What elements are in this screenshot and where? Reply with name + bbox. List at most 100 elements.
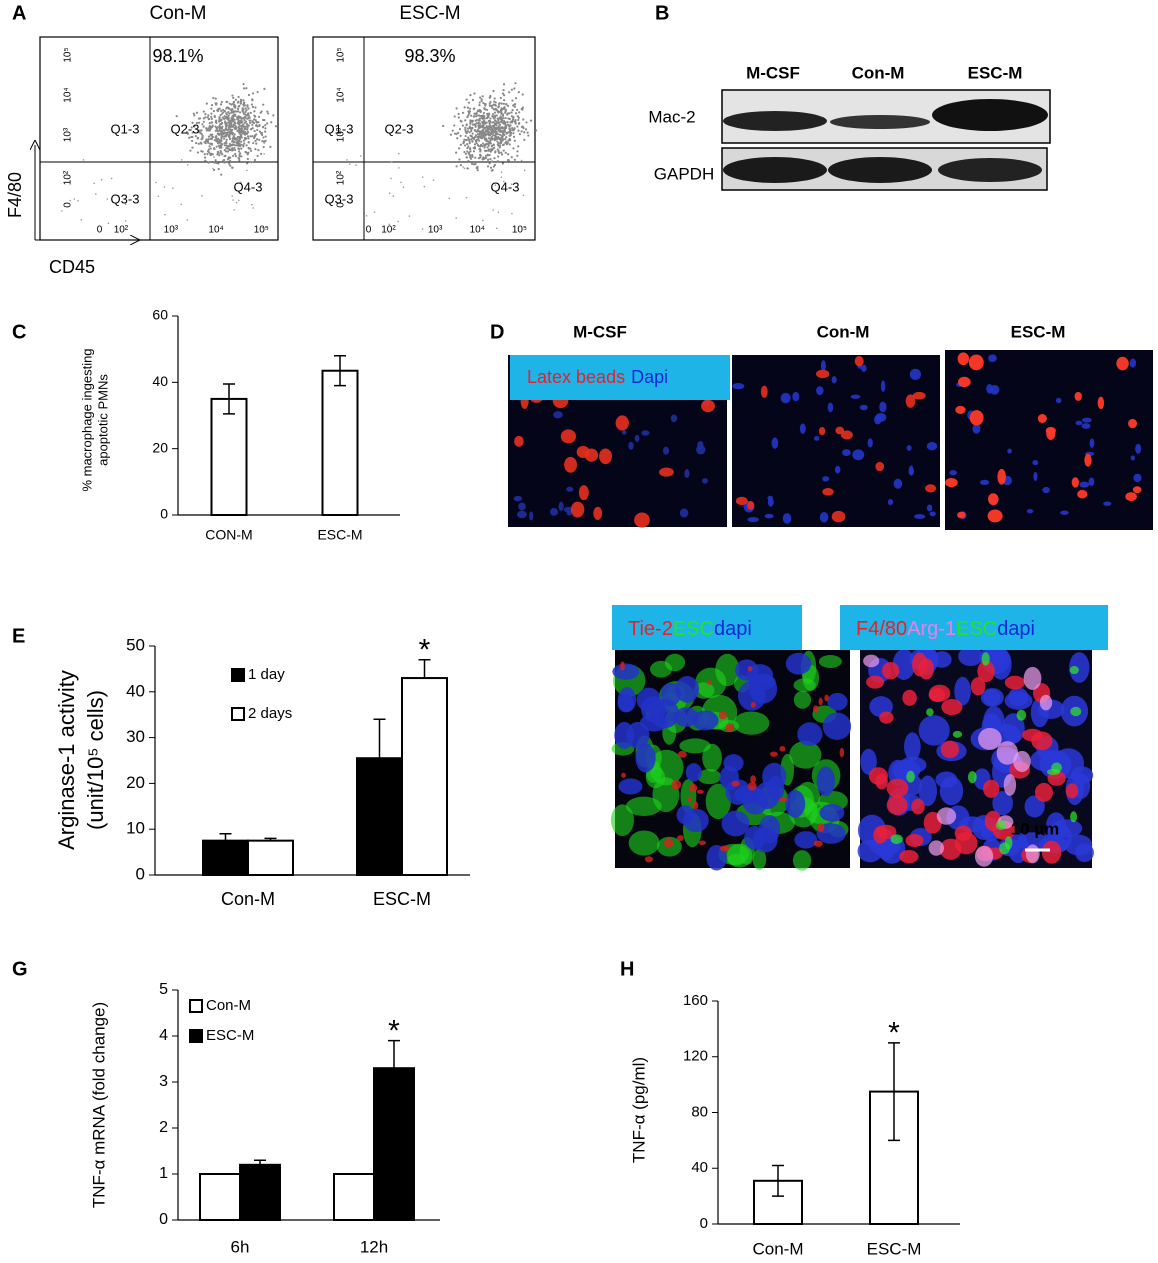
event-dot bbox=[494, 107, 498, 111]
event-dot bbox=[225, 113, 228, 116]
cell bbox=[813, 840, 823, 847]
event-dot bbox=[508, 91, 511, 94]
event-dot bbox=[227, 135, 230, 138]
event-dot bbox=[500, 171, 503, 173]
event-dot bbox=[233, 124, 236, 127]
event-dot bbox=[201, 123, 204, 126]
event-dot bbox=[485, 108, 489, 111]
event-dot bbox=[509, 121, 512, 124]
cell bbox=[996, 741, 1019, 765]
cell bbox=[719, 845, 730, 852]
event-dot bbox=[493, 97, 496, 100]
event-dot bbox=[234, 148, 237, 152]
cell bbox=[676, 805, 695, 825]
event-dot bbox=[223, 109, 227, 113]
event-dot bbox=[243, 121, 246, 125]
event-dot bbox=[463, 150, 466, 154]
event-dot bbox=[230, 123, 233, 126]
event-dot bbox=[508, 137, 511, 141]
cell bbox=[873, 826, 888, 844]
error-bar bbox=[888, 1042, 900, 1142]
lane-label: ESC-M bbox=[968, 63, 1023, 82]
cell bbox=[925, 484, 937, 493]
event-dot bbox=[464, 144, 467, 147]
event-dot bbox=[180, 159, 183, 161]
cell bbox=[820, 360, 826, 372]
cell bbox=[1069, 652, 1090, 683]
y-axis-label: % macrophage ingesting bbox=[79, 348, 94, 491]
label-box bbox=[612, 605, 802, 650]
event-dot bbox=[243, 130, 246, 134]
event-dot bbox=[173, 226, 175, 229]
y-axis-label: (unit/10⁵ cells) bbox=[83, 690, 108, 830]
cell bbox=[899, 850, 919, 864]
event-dot bbox=[242, 83, 245, 86]
cell bbox=[1025, 844, 1040, 864]
event-dot bbox=[244, 133, 247, 136]
cell bbox=[698, 840, 706, 846]
event-dot bbox=[491, 106, 494, 109]
cell bbox=[988, 493, 999, 506]
event-dot bbox=[468, 142, 471, 145]
cell bbox=[1130, 455, 1135, 461]
event-dot bbox=[229, 159, 232, 163]
cell bbox=[518, 502, 526, 511]
event-dot bbox=[494, 150, 497, 153]
axis-tick-label: 10⁵ bbox=[512, 225, 527, 236]
cell bbox=[764, 513, 774, 519]
legend-label: 1 day bbox=[248, 666, 285, 683]
event-dot bbox=[500, 118, 503, 121]
event-dot bbox=[248, 121, 252, 124]
event-dot bbox=[493, 100, 496, 103]
event-dot bbox=[461, 111, 465, 115]
event-dot bbox=[513, 87, 516, 90]
event-dot bbox=[227, 127, 230, 130]
event-dot bbox=[239, 116, 242, 119]
bar-chart: C 0 20 40 60 % macrophage ingesting apoptotic … bbox=[12, 307, 400, 543]
event-dot bbox=[252, 141, 255, 145]
event-dot bbox=[468, 107, 472, 110]
event-dot bbox=[253, 118, 256, 121]
event-dot bbox=[226, 144, 229, 148]
event-dot bbox=[229, 119, 232, 122]
event-dot bbox=[232, 110, 235, 113]
event-dot bbox=[512, 104, 515, 107]
event-dot bbox=[209, 152, 212, 155]
event-dot bbox=[246, 162, 249, 165]
event-dot bbox=[471, 132, 474, 135]
event-dot bbox=[487, 149, 491, 152]
cell bbox=[718, 710, 727, 720]
event-dot bbox=[238, 153, 241, 157]
cell bbox=[968, 354, 984, 371]
event-dot bbox=[481, 125, 484, 129]
event-dot bbox=[500, 153, 504, 156]
cell bbox=[1125, 492, 1137, 502]
event-dot bbox=[222, 108, 225, 111]
event-dot bbox=[469, 134, 472, 137]
cell bbox=[1070, 811, 1078, 823]
cell bbox=[905, 394, 916, 408]
event-dot bbox=[216, 109, 219, 112]
cell bbox=[785, 790, 806, 818]
event-dot bbox=[489, 148, 493, 151]
event-dot bbox=[263, 87, 266, 91]
event-dot bbox=[207, 114, 210, 117]
event-dot bbox=[250, 127, 253, 131]
event-dot bbox=[191, 146, 194, 149]
event-dot bbox=[475, 130, 479, 133]
cell bbox=[792, 850, 812, 871]
cell bbox=[636, 687, 661, 712]
event-dot bbox=[463, 167, 466, 170]
event-dot bbox=[219, 127, 222, 130]
event-dot bbox=[455, 217, 458, 219]
event-dot bbox=[478, 104, 481, 107]
event-dot bbox=[516, 108, 519, 111]
cell bbox=[750, 701, 756, 708]
event-dot bbox=[490, 135, 494, 138]
cell bbox=[879, 401, 887, 413]
event-dot bbox=[485, 149, 488, 153]
event-dot bbox=[388, 223, 391, 226]
event-dot bbox=[467, 159, 470, 163]
event-dot bbox=[258, 138, 261, 141]
event-dot bbox=[493, 157, 496, 160]
